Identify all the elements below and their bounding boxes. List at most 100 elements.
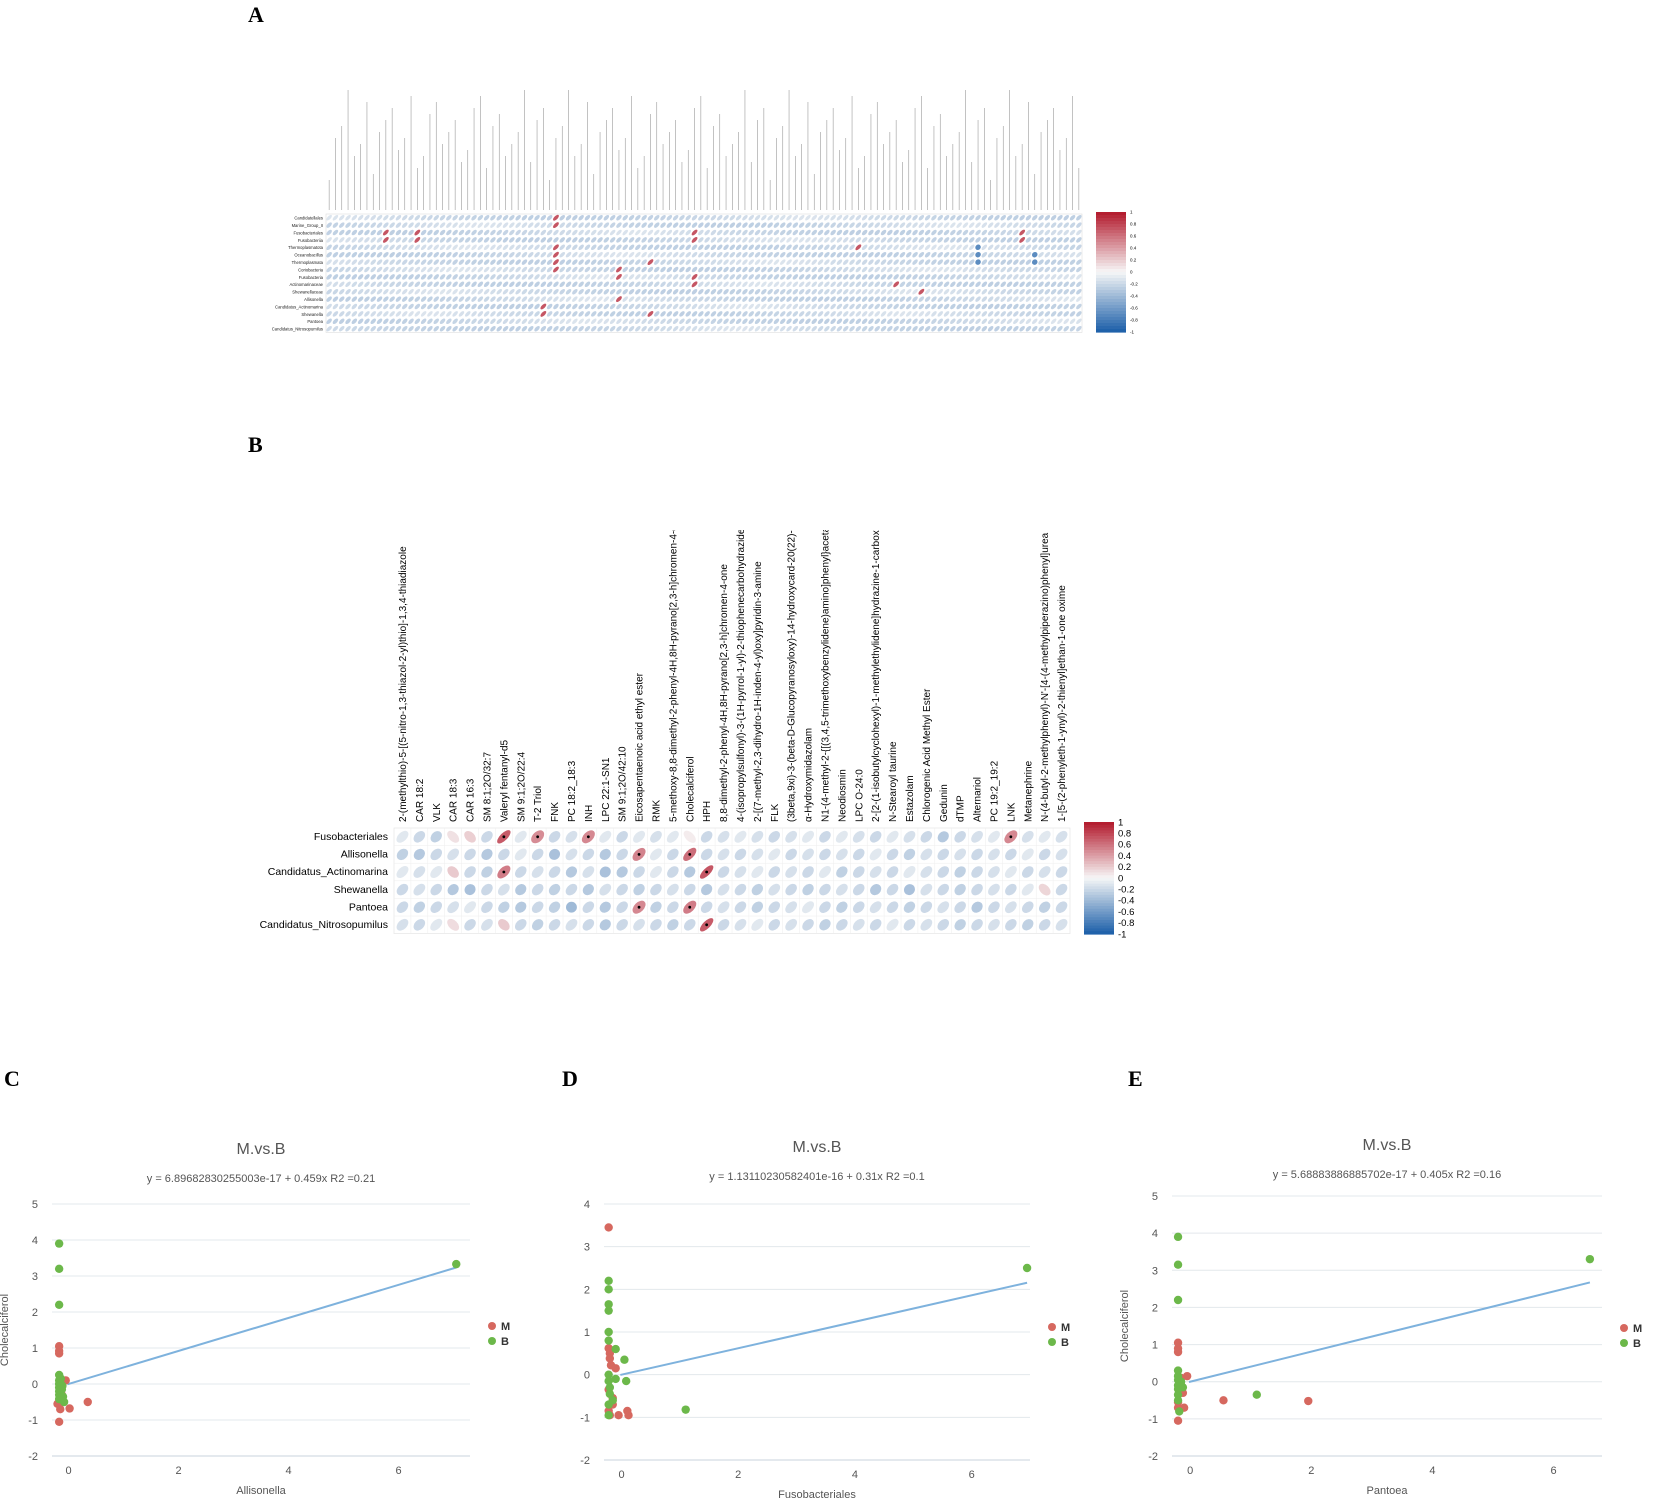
heatmap-a-cell (578, 288, 584, 295)
heatmap-a-cell (464, 244, 471, 251)
heatmap-a-cell (540, 288, 547, 295)
heatmap-a-cell (861, 303, 868, 310)
heatmap-a-cell (572, 311, 578, 317)
heatmap-a-cell (698, 244, 704, 251)
heatmap-a-cell (609, 303, 616, 310)
x-tick-label: 4 (852, 1469, 858, 1481)
heatmap-a-cell (1063, 244, 1069, 251)
heatmap-a-cell (975, 303, 981, 310)
data-point-b (604, 1306, 613, 1315)
heatmap-a-cell (622, 244, 628, 251)
heatmap-a-cell (830, 318, 836, 325)
heatmap-a-cell (1013, 244, 1019, 251)
heatmap-a-cell (931, 214, 937, 221)
heatmap-a-cell (622, 259, 628, 265)
heatmap-a-cell (540, 214, 547, 221)
heatmap-a-colorbar-tick: -0.6 (1130, 306, 1138, 311)
heatmap-a-cell (666, 222, 673, 228)
heatmap-a-cell (899, 318, 906, 325)
heatmap-a-cell (987, 266, 994, 273)
heatmap-a-cell (704, 303, 710, 310)
heatmap-a-cell (849, 303, 855, 310)
heatmap-a-cell (1044, 288, 1051, 295)
heatmap-a-cell (446, 274, 452, 280)
heatmap-a-cell (685, 244, 691, 251)
heatmap-a-cell (502, 325, 509, 332)
heatmap-a-cell (836, 303, 843, 310)
heatmap-a-cell (742, 237, 748, 243)
heatmap-a-cell (452, 303, 458, 310)
heatmap-b-cell (396, 848, 409, 861)
heatmap-b-cell (667, 866, 679, 878)
heatmap-a-cell (912, 311, 918, 317)
heatmap-a-cell (534, 303, 540, 310)
heatmap-a-cell (553, 296, 559, 302)
data-point-b (1252, 1390, 1261, 1399)
heatmap-a-cell (660, 237, 666, 243)
heatmap-a-cell (439, 303, 446, 310)
heatmap-a-cell (723, 259, 729, 265)
heatmap-a-colorbar-segment (1096, 317, 1126, 321)
heatmap-a-cell (754, 222, 761, 228)
heatmap-b-cell (734, 848, 747, 861)
heatmap-a-cell (742, 266, 748, 273)
heatmap-a-cell (887, 274, 893, 280)
heatmap-b-significance-marker (688, 853, 692, 856)
heatmap-a-cell (798, 214, 805, 221)
heatmap-a-cell (420, 274, 427, 280)
heatmap-a-cell (578, 251, 584, 258)
heatmap-a-cell (565, 237, 572, 243)
heatmap-a-cell (969, 318, 975, 325)
heatmap-a-cell (458, 311, 465, 317)
heatmap-a-cell (843, 296, 849, 302)
heatmap-a-cell (748, 266, 754, 273)
heatmap-a-cell (540, 222, 547, 228)
heatmap-b-cell (430, 866, 443, 878)
heatmap-a-cell (1013, 281, 1019, 288)
heatmap-a-colorbar-segment (1096, 290, 1126, 294)
heatmap-a-cell (490, 303, 496, 310)
heatmap-a-cell (773, 318, 780, 325)
heatmap-a-cell (1038, 296, 1044, 302)
heatmap-a-cell (849, 244, 855, 251)
heatmap-a-cell (811, 311, 817, 317)
heatmap-a-cell (962, 222, 969, 228)
heatmap-a-cell (710, 325, 717, 332)
heatmap-a-cell (584, 266, 591, 273)
heatmap-a-cell (641, 281, 647, 288)
heatmap-a-cell (357, 325, 364, 332)
heatmap-b-colorbar-tick: -0.8 (1118, 918, 1134, 929)
heatmap-a-cell (950, 214, 956, 221)
heatmap-b-cell (937, 901, 950, 914)
heatmap-a-cell (1013, 311, 1019, 317)
heatmap-a-cell (597, 259, 603, 265)
heatmap-a-cell (830, 259, 836, 265)
heatmap-a-cell (742, 303, 748, 310)
heatmap-a-colorbar-segment (1096, 287, 1126, 291)
heatmap-b-cell (818, 866, 831, 878)
heatmap-a-cell (383, 259, 389, 265)
heatmap-b-cell (498, 848, 510, 861)
heatmap-a-cell (452, 288, 458, 295)
heatmap-a-cell (553, 303, 559, 310)
y-axis-label: Cholecalciferol (1120, 1290, 1131, 1362)
heatmap-b-cell (802, 883, 814, 896)
heatmap-a-cell (824, 296, 830, 302)
heatmap-a-cell (383, 274, 389, 280)
heatmap-a-cell (975, 325, 981, 332)
heatmap-a-cell (515, 266, 521, 273)
data-point-b (621, 1376, 631, 1386)
heatmap-a-cell (855, 222, 862, 228)
heatmap-a-cell (521, 303, 528, 310)
data-point-b (605, 1389, 615, 1399)
heatmap-a-cell (943, 229, 950, 236)
heatmap-b-cell (987, 830, 1000, 843)
heatmap-a-cell (780, 311, 786, 317)
heatmap-a-cell (641, 303, 647, 310)
legend-label-b: B (501, 1336, 509, 1348)
heatmap-a-colorbar-segment (1096, 251, 1126, 255)
heatmap-a-cell (1006, 259, 1013, 265)
heatmap-a-cell (874, 244, 881, 251)
heatmap-a-cell (735, 274, 742, 280)
heatmap-a-cell (572, 222, 578, 228)
